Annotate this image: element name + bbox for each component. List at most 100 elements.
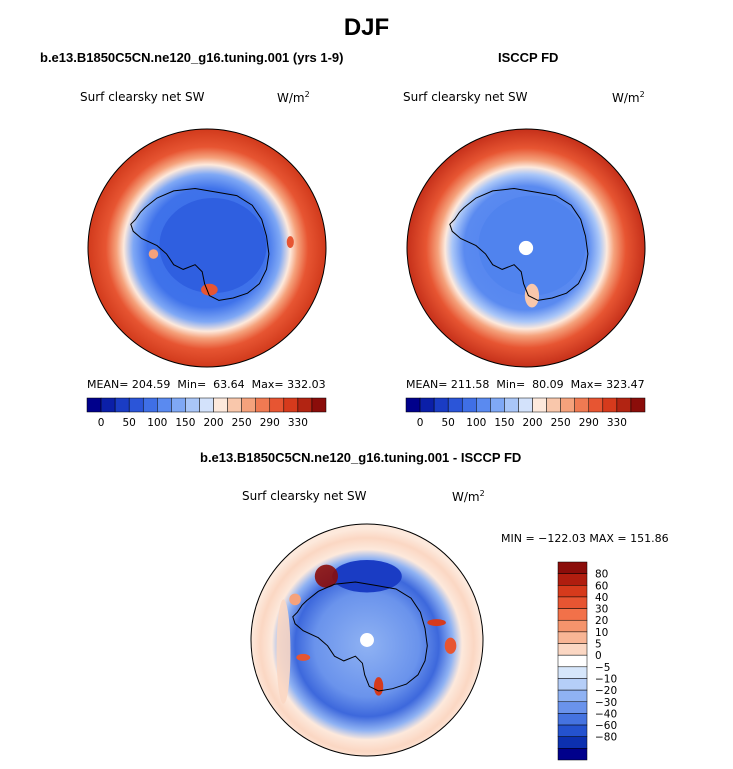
map-panel-2: [406, 128, 646, 368]
colorbar-box: [557, 724, 588, 737]
colorbar-tick-label: −20: [595, 685, 617, 697]
colorbar-box: [100, 397, 116, 413]
map-feature: [314, 564, 338, 588]
colorbar-tick-label: 50: [441, 417, 454, 429]
colorbar-tick-label: 100: [466, 417, 486, 429]
colorbar-box: [557, 573, 588, 586]
map-feature: [159, 198, 267, 294]
colorbar-tick-label: 330: [607, 417, 627, 429]
panel-2-variable: Surf clearsky net SW: [403, 90, 528, 104]
colorbar-tick-label: 80: [595, 569, 608, 581]
map-feature: [524, 283, 540, 308]
colorbar-box: [557, 643, 588, 656]
panel-1-units: W/m2: [277, 90, 310, 105]
colorbar-box: [557, 713, 588, 726]
pole-hole: [518, 240, 534, 256]
colorbar-box: [241, 397, 256, 413]
colorbar-box: [630, 397, 646, 413]
colorbar-tick-label: 0: [595, 650, 602, 662]
colorbar-box: [185, 397, 200, 413]
panel-2-subtitle: ISCCP FD: [498, 50, 559, 65]
map-feature: [201, 283, 218, 296]
colorbar-box: [557, 689, 588, 703]
colorbar-panel-2: 0 50 100 150 200 250 290 330: [405, 397, 646, 429]
colorbar-panel-1: 0 50 100 150 200 250 290 330: [86, 397, 327, 429]
colorbar-box: [557, 585, 588, 598]
map-border: [87, 128, 327, 368]
colorbar-box: [447, 397, 463, 413]
map-border: [250, 523, 484, 757]
colorbar-box: [557, 654, 588, 668]
colorbar-box: [171, 397, 186, 413]
colorbar-box: [476, 397, 491, 413]
colorbar-box: [227, 397, 242, 413]
colorbar-tick-label: 100: [147, 417, 167, 429]
difference-subtitle: b.e13.B1850C5CN.ne120_g16.tuning.001 - I…: [200, 450, 522, 465]
colorbar-box: [269, 397, 285, 413]
panel-1-subtitle: b.e13.B1850C5CN.ne120_g16.tuning.001 (yr…: [40, 50, 344, 65]
colorbar-box: [128, 397, 144, 413]
map-border: [406, 128, 646, 368]
colorbar-box: [504, 397, 519, 413]
colorbar-box: [560, 397, 575, 413]
colorbar-tick-label: 200: [523, 417, 543, 429]
difference-minmax: MIN = −122.03 MAX = 151.86: [501, 532, 669, 545]
map-feature: [332, 559, 402, 593]
colorbar-tick-label: 250: [551, 417, 571, 429]
panel-2-stats: MEAN= 211.58 Min= 80.09 Max= 323.47: [406, 378, 645, 391]
map-feature: [289, 593, 301, 606]
colorbar-box: [405, 397, 421, 413]
colorbar-box: [311, 397, 327, 413]
colorbar-box: [602, 397, 618, 413]
antarctica-coastline: [130, 187, 270, 301]
colorbar-box: [157, 397, 172, 413]
difference-units: W/m2: [452, 489, 485, 504]
colorbar-box: [433, 397, 449, 413]
colorbar-box: [518, 397, 533, 413]
map-feature: [296, 653, 311, 661]
colorbar-box: [461, 397, 477, 413]
map-feature: [276, 599, 291, 704]
colorbar-tick-label: −30: [595, 697, 617, 709]
colorbar-tick-label: 250: [232, 417, 252, 429]
colorbar-box: [213, 397, 228, 413]
colorbar-box: [557, 619, 588, 633]
page-title: DJF: [343, 14, 390, 41]
colorbar-tick-label: 330: [288, 417, 308, 429]
colorbar-tick-label: 5: [595, 639, 602, 651]
colorbar-box: [574, 397, 590, 413]
colorbar-tick-label: 290: [579, 417, 599, 429]
colorbar-box: [557, 748, 588, 761]
colorbar-box: [557, 701, 588, 714]
colorbar-box: [532, 397, 547, 413]
colorbar-tick-label: 0: [98, 417, 105, 429]
colorbar-tick-label: 290: [260, 417, 280, 429]
difference-variable: Surf clearsky net SW: [242, 489, 367, 503]
panel-2-units: W/m2: [612, 90, 645, 105]
colorbar-tick-label: −60: [595, 720, 617, 732]
panel-1-variable: Surf clearsky net SW: [80, 90, 205, 104]
colorbar-box: [142, 397, 158, 413]
colorbar-box: [114, 397, 130, 413]
colorbar-tick-label: 50: [122, 417, 135, 429]
colorbar-box: [557, 608, 588, 621]
colorbar-box: [557, 561, 588, 574]
colorbar-box: [557, 666, 588, 679]
colorbar-tick-label: −40: [595, 708, 617, 720]
colorbar-box: [616, 397, 632, 413]
colorbar-tick-label: −10: [595, 673, 617, 685]
colorbar-tick-label: −5: [595, 662, 610, 674]
map-panel-1: [87, 128, 327, 368]
colorbar-box: [255, 397, 271, 413]
map-panel-3: [250, 523, 484, 757]
colorbar-box: [297, 397, 313, 413]
colorbar-tick-label: 60: [595, 580, 608, 592]
antarctica-coastline: [292, 581, 428, 692]
colorbar-box: [557, 678, 588, 691]
map-feature: [444, 637, 457, 654]
colorbar-box: [419, 397, 435, 413]
colorbar-box: [199, 397, 214, 413]
colorbar-box: [283, 397, 299, 413]
